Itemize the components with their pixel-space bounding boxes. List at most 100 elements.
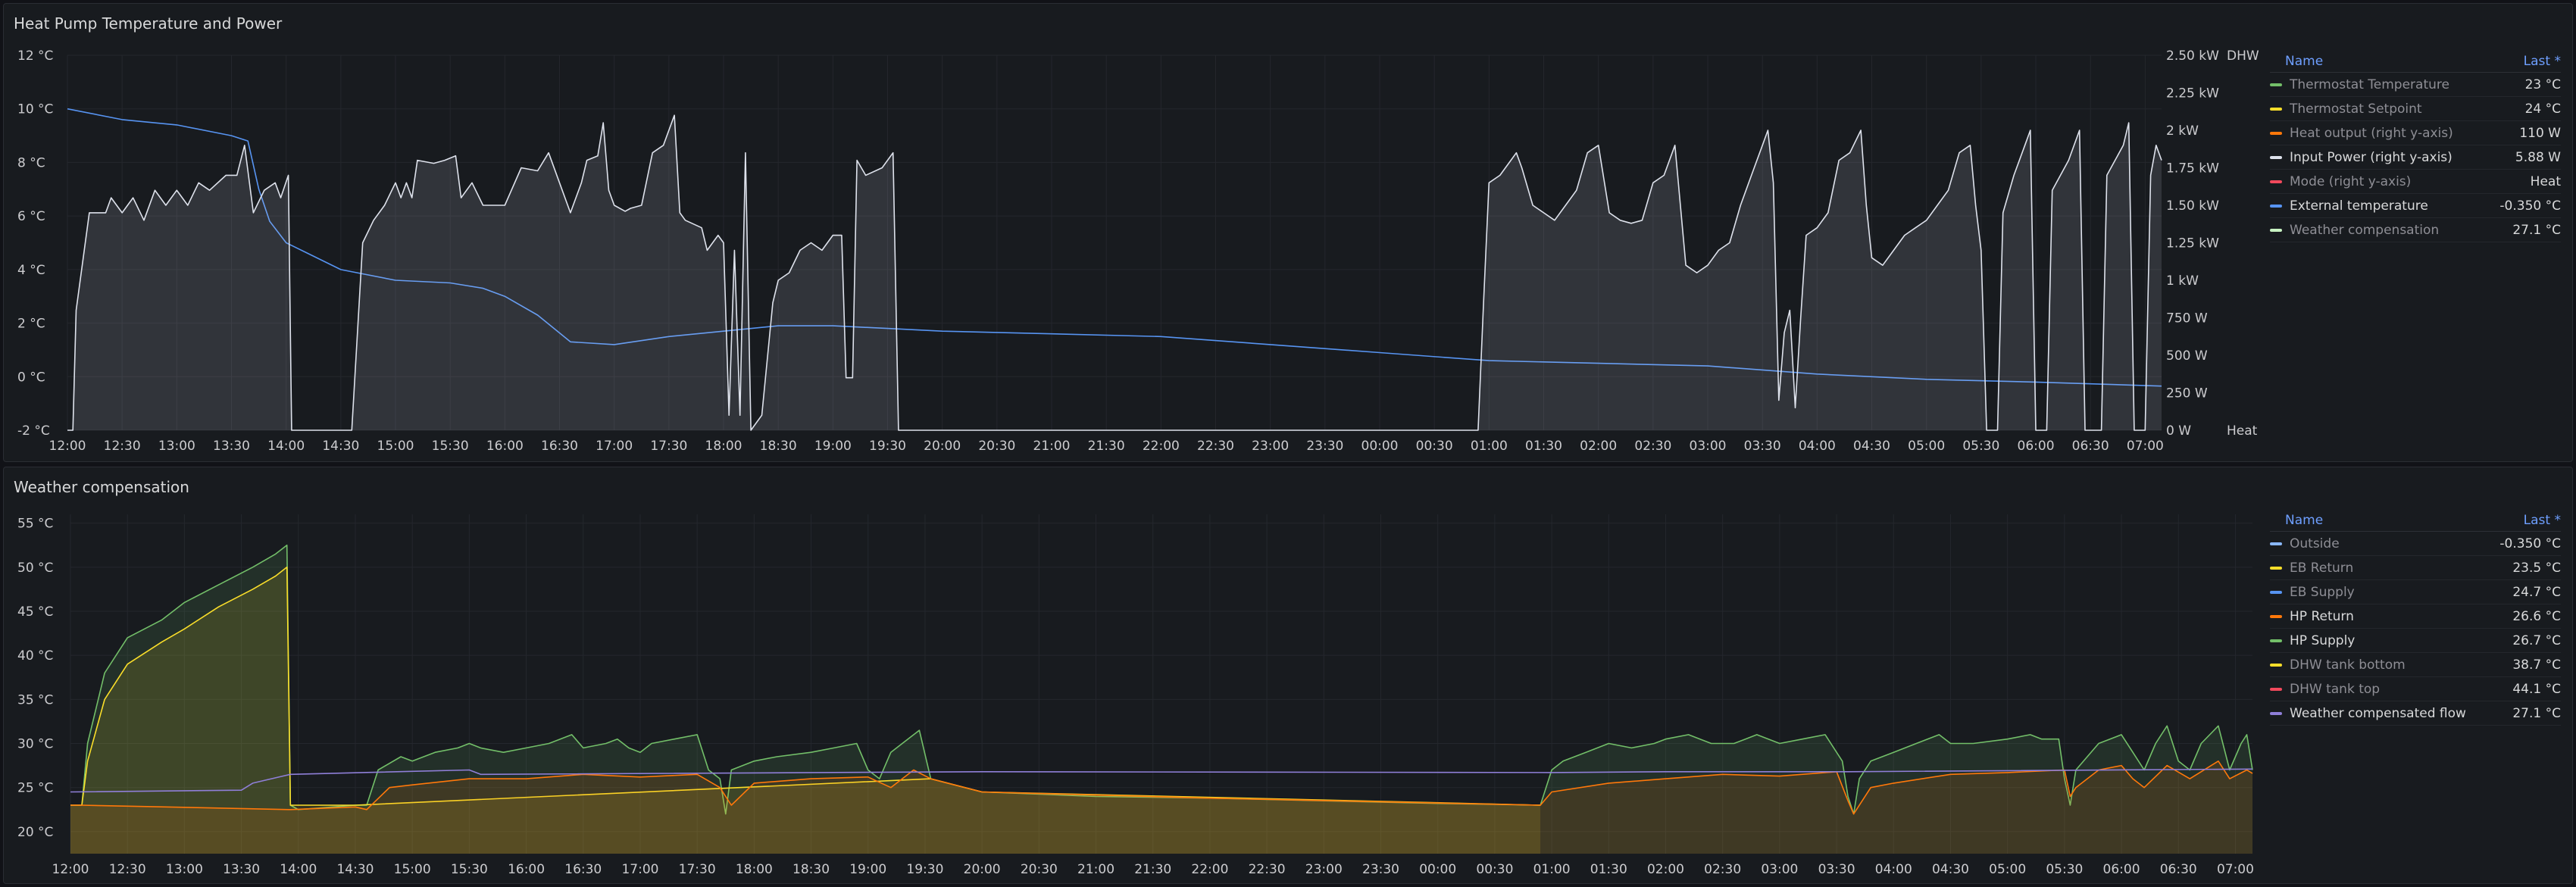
panel-title: Heat Pump Temperature and Power [14, 14, 283, 33]
legend-item-name: EB Supply [2290, 585, 2355, 600]
weather-compensation-chart[interactable]: 12:00 12:30 13:00 13:30 14:00 14:30 15:00 15:30… [4, 467, 2269, 885]
legend-item-name: Mode (right y-axis) [2290, 174, 2412, 189]
legend-item-external-temperature[interactable]: External temperature -0.350 °C [2270, 194, 2561, 218]
legend-item-heat-output-right-y-axis[interactable]: Heat output (right y-axis) 110 W [2270, 121, 2561, 145]
series-color-swatch [2270, 108, 2282, 111]
legend-item-value: 24.7 °C [2512, 585, 2561, 600]
x-tick-label: 01:30 [1525, 439, 1562, 454]
series-color-swatch [2270, 639, 2282, 642]
legend-last-header[interactable]: Last * [2523, 54, 2561, 69]
x-tick-label: 06:00 [2018, 439, 2055, 454]
legend-item-eb-supply[interactable]: EB Supply 24.7 °C [2270, 580, 2561, 604]
legend-item-name: DHW tank bottom [2290, 657, 2406, 673]
legend-item-hp-supply[interactable]: HP Supply 26.7 °C [2270, 629, 2561, 653]
x-tick-label: 06:30 [2160, 862, 2197, 877]
series-color-swatch [2270, 132, 2282, 135]
x-tick-label: 20:00 [964, 862, 1001, 877]
x-tick-label: 23:00 [1252, 439, 1289, 454]
x-tick-label: 12:00 [49, 439, 86, 454]
legend-item-value: -0.350 °C [2499, 536, 2561, 551]
x-tick-label: 20:00 [924, 439, 961, 454]
x-tick-label: 19:00 [814, 439, 852, 454]
legend-item-weather-compensated-flow[interactable]: Weather compensated flow 27.1 °C [2270, 701, 2561, 726]
y-tick-label: 20 °C [17, 825, 53, 840]
x-tick-label: 21:00 [1033, 439, 1071, 454]
x-tick-label: 22:00 [1143, 439, 1180, 454]
y-tick-label: 2 °C [17, 317, 45, 332]
x-tick-label: 19:00 [849, 862, 886, 877]
y-tick-label: 6 °C [17, 209, 45, 224]
x-tick-label: 02:30 [1704, 862, 1741, 877]
x-tick-label: 07:00 [2127, 439, 2164, 454]
x-tick-label: 17:00 [596, 439, 633, 454]
legend-item-thermostat-temperature[interactable]: Thermostat Temperature 23 °C [2270, 73, 2561, 97]
legend-item-mode-right-y-axis[interactable]: Mode (right y-axis) Heat [2270, 170, 2561, 194]
legend-item-value: 23 °C [2524, 77, 2561, 92]
legend-item-input-power-right-y-axis[interactable]: Input Power (right y-axis) 5.88 W [2270, 145, 2561, 170]
y-tick-label: 45 °C [17, 604, 53, 620]
x-tick-label: 21:30 [1088, 439, 1125, 454]
x-tick-label: 14:30 [322, 439, 359, 454]
legend-item-name: HP Supply [2290, 633, 2356, 648]
legend-item-name: EB Return [2290, 561, 2354, 576]
panel-title: Weather compensation [14, 478, 189, 496]
right-axis-dhw-label: DHW [2227, 48, 2259, 64]
right-y-tick-label: 1.50 kW [2166, 198, 2219, 214]
x-tick-label: 21:30 [1134, 862, 1171, 877]
legend-last-header[interactable]: Last * [2523, 513, 2561, 528]
legend-item-weather-compensation[interactable]: Weather compensation 27.1 °C [2270, 218, 2561, 242]
legend-item-value: 27.1 °C [2512, 706, 2561, 721]
x-tick-label: 16:30 [564, 862, 602, 877]
series-hp-return [70, 761, 2253, 854]
x-tick-label: 12:00 [52, 862, 89, 877]
y-tick-label: 4 °C [17, 263, 45, 278]
heat-pump-chart[interactable]: 12:00 12:30 13:00 13:30 14:00 14:30 15:00 15:30… [4, 4, 2269, 463]
grid [70, 514, 2252, 854]
y-tick-label: 10 °C [17, 102, 53, 117]
legend-item-dhw-tank-bottom[interactable]: DHW tank bottom 38.7 °C [2270, 653, 2561, 677]
x-tick-label: 03:30 [1744, 439, 1781, 454]
x-tick-label: 00:30 [1476, 862, 1513, 877]
x-tick-label: 00:00 [1361, 439, 1399, 454]
x-tick-label: 06:30 [2072, 439, 2109, 454]
legend-item-thermostat-setpoint[interactable]: Thermostat Setpoint 24 °C [2270, 97, 2561, 121]
legend-item-name: Outside [2290, 536, 2340, 551]
x-tick-label: 01:00 [1471, 439, 1508, 454]
series-external-temperature [67, 108, 2162, 387]
legend-name-header[interactable]: Name [2285, 513, 2324, 528]
series-line [70, 567, 1541, 806]
series-color-swatch [2270, 229, 2282, 232]
legend-item-eb-return[interactable]: EB Return 23.5 °C [2270, 556, 2561, 580]
series-color-swatch [2270, 567, 2282, 570]
x-tick-label: 05:00 [1908, 439, 1945, 454]
x-tick-label: 17:00 [621, 862, 658, 877]
x-tick-label: 03:00 [1761, 862, 1798, 877]
legend-item-name: Thermostat Setpoint [2290, 102, 2422, 117]
series-color-swatch [2270, 712, 2282, 715]
legend-item-dhw-tank-top[interactable]: DHW tank top 44.1 °C [2270, 677, 2561, 701]
x-tick-label: 14:30 [336, 862, 374, 877]
legend-item-value: 26.6 °C [2512, 609, 2561, 624]
series-line [70, 768, 2253, 793]
legend-item-outside[interactable]: Outside -0.350 °C [2270, 532, 2561, 556]
legend-header: Name Last * [2270, 508, 2561, 532]
x-tick-label: 23:30 [1362, 862, 1399, 877]
legend-item-hp-return[interactable]: HP Return 26.6 °C [2270, 604, 2561, 629]
x-tick-label: 04:00 [1875, 862, 1912, 877]
x-tick-label: 01:00 [1533, 862, 1571, 877]
right-axis-heat-label: Heat [2227, 423, 2258, 439]
x-tick-label: 20:30 [1021, 862, 1058, 877]
x-tick-label: 15:30 [432, 439, 469, 454]
legend-item-name: Thermostat Temperature [2290, 77, 2449, 92]
x-tick-label: 18:30 [760, 439, 797, 454]
series-area [70, 761, 2252, 854]
series-color-swatch [2270, 591, 2282, 594]
legend-item-name: Input Power (right y-axis) [2290, 150, 2453, 165]
series-hp-supply [70, 544, 2253, 854]
x-tick-label: 05:00 [1989, 862, 2026, 877]
x-tick-label: 07:00 [2217, 862, 2254, 877]
legend-item-name: External temperature [2290, 198, 2428, 214]
legend-name-header[interactable]: Name [2285, 54, 2324, 69]
legend-item-value: 110 W [2519, 126, 2561, 141]
legend-item-value: 27.1 °C [2512, 223, 2561, 238]
